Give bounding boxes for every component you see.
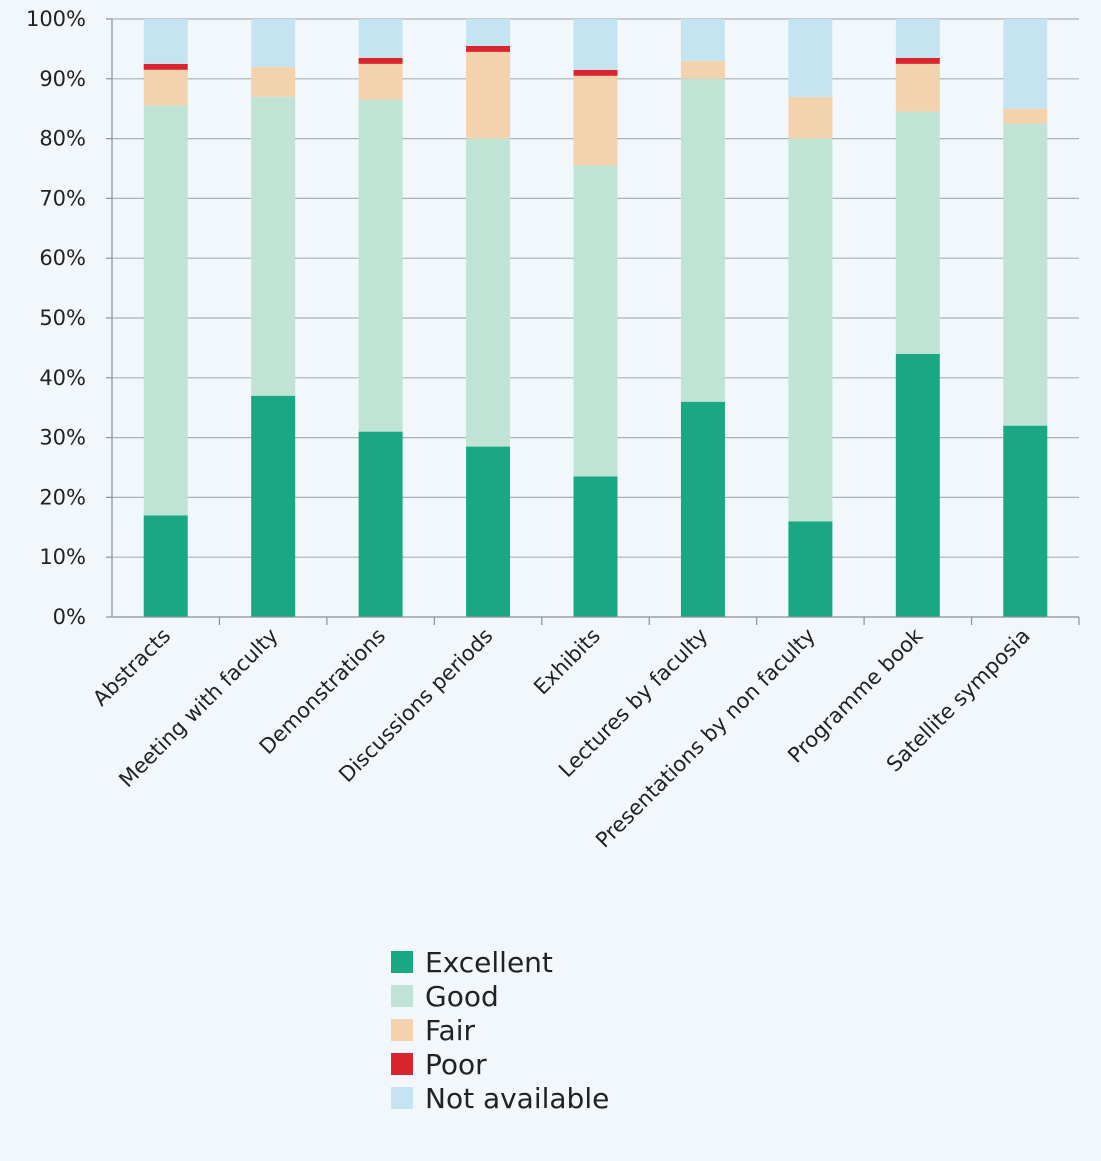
bar-segment [466,138,511,447]
legend-label: Not available [425,1082,609,1115]
y-tick-label: 60% [39,246,86,270]
x-tick-label: Presentations by non faculty [591,624,820,853]
bar-segment [788,19,833,97]
bar-segment [358,57,403,64]
bar-segment [466,45,511,52]
bar-segment [788,96,833,139]
bar-segment [895,63,940,112]
y-tick-label: 80% [39,127,86,151]
bar-segment [358,19,403,58]
legend-swatch [391,951,413,973]
legend-swatch [391,1019,413,1041]
bar-segment [358,431,403,617]
y-tick-label: 90% [39,67,86,91]
bar-segment [788,138,833,522]
bar-segment [573,165,618,477]
bar-segment [143,515,188,617]
bar-segment [895,353,940,617]
bar-segment [358,63,403,100]
y-tick-label: 20% [39,485,86,509]
bar-segment [1003,123,1048,426]
bar-segment [251,96,296,396]
legend-label: Good [425,980,499,1013]
bar-segment [466,51,511,139]
bar-segment [680,19,725,61]
legend-swatch [391,1053,413,1075]
y-tick-label: 40% [39,366,86,390]
bar-segment [251,395,296,617]
bar-segment [358,99,403,432]
x-tick-label: Abstracts [88,624,175,711]
bar-segment [573,19,618,70]
bar-segment [895,57,940,64]
legend-swatch [391,1087,413,1109]
y-tick-label: 10% [39,545,86,569]
bar-segment [1003,19,1048,109]
y-tick-label: 0% [53,605,86,629]
y-tick-label: 70% [39,186,86,210]
bar-segment [251,66,296,97]
bar-segment [143,63,188,70]
bar-segment [895,111,940,354]
bar-segment [680,60,725,79]
bar-segment [788,521,833,617]
y-tick-label: 50% [39,306,86,330]
bar-segment [895,19,940,58]
bar-segment [466,19,511,46]
bar-segment [573,69,618,76]
legend-label: Poor [425,1048,487,1081]
bar-segment [143,105,188,516]
bar-segment [680,78,725,402]
bar-segment [251,19,296,67]
y-tick-label: 100% [26,7,86,31]
bar-segment [573,476,618,617]
x-tick-label: Exhibits [529,624,605,700]
bars [143,19,1048,617]
legend-label: Fair [425,1014,475,1047]
y-tick-label: 30% [39,426,86,450]
bar-segment [466,446,511,617]
bar-segment [680,401,725,617]
legend-label: Excellent [425,946,553,979]
bar-segment [573,75,618,166]
bar-segment [1003,425,1048,617]
bar-segment [1003,108,1048,124]
bar-segment [143,19,188,64]
legend-swatch [391,985,413,1007]
bar-segment [143,69,188,106]
